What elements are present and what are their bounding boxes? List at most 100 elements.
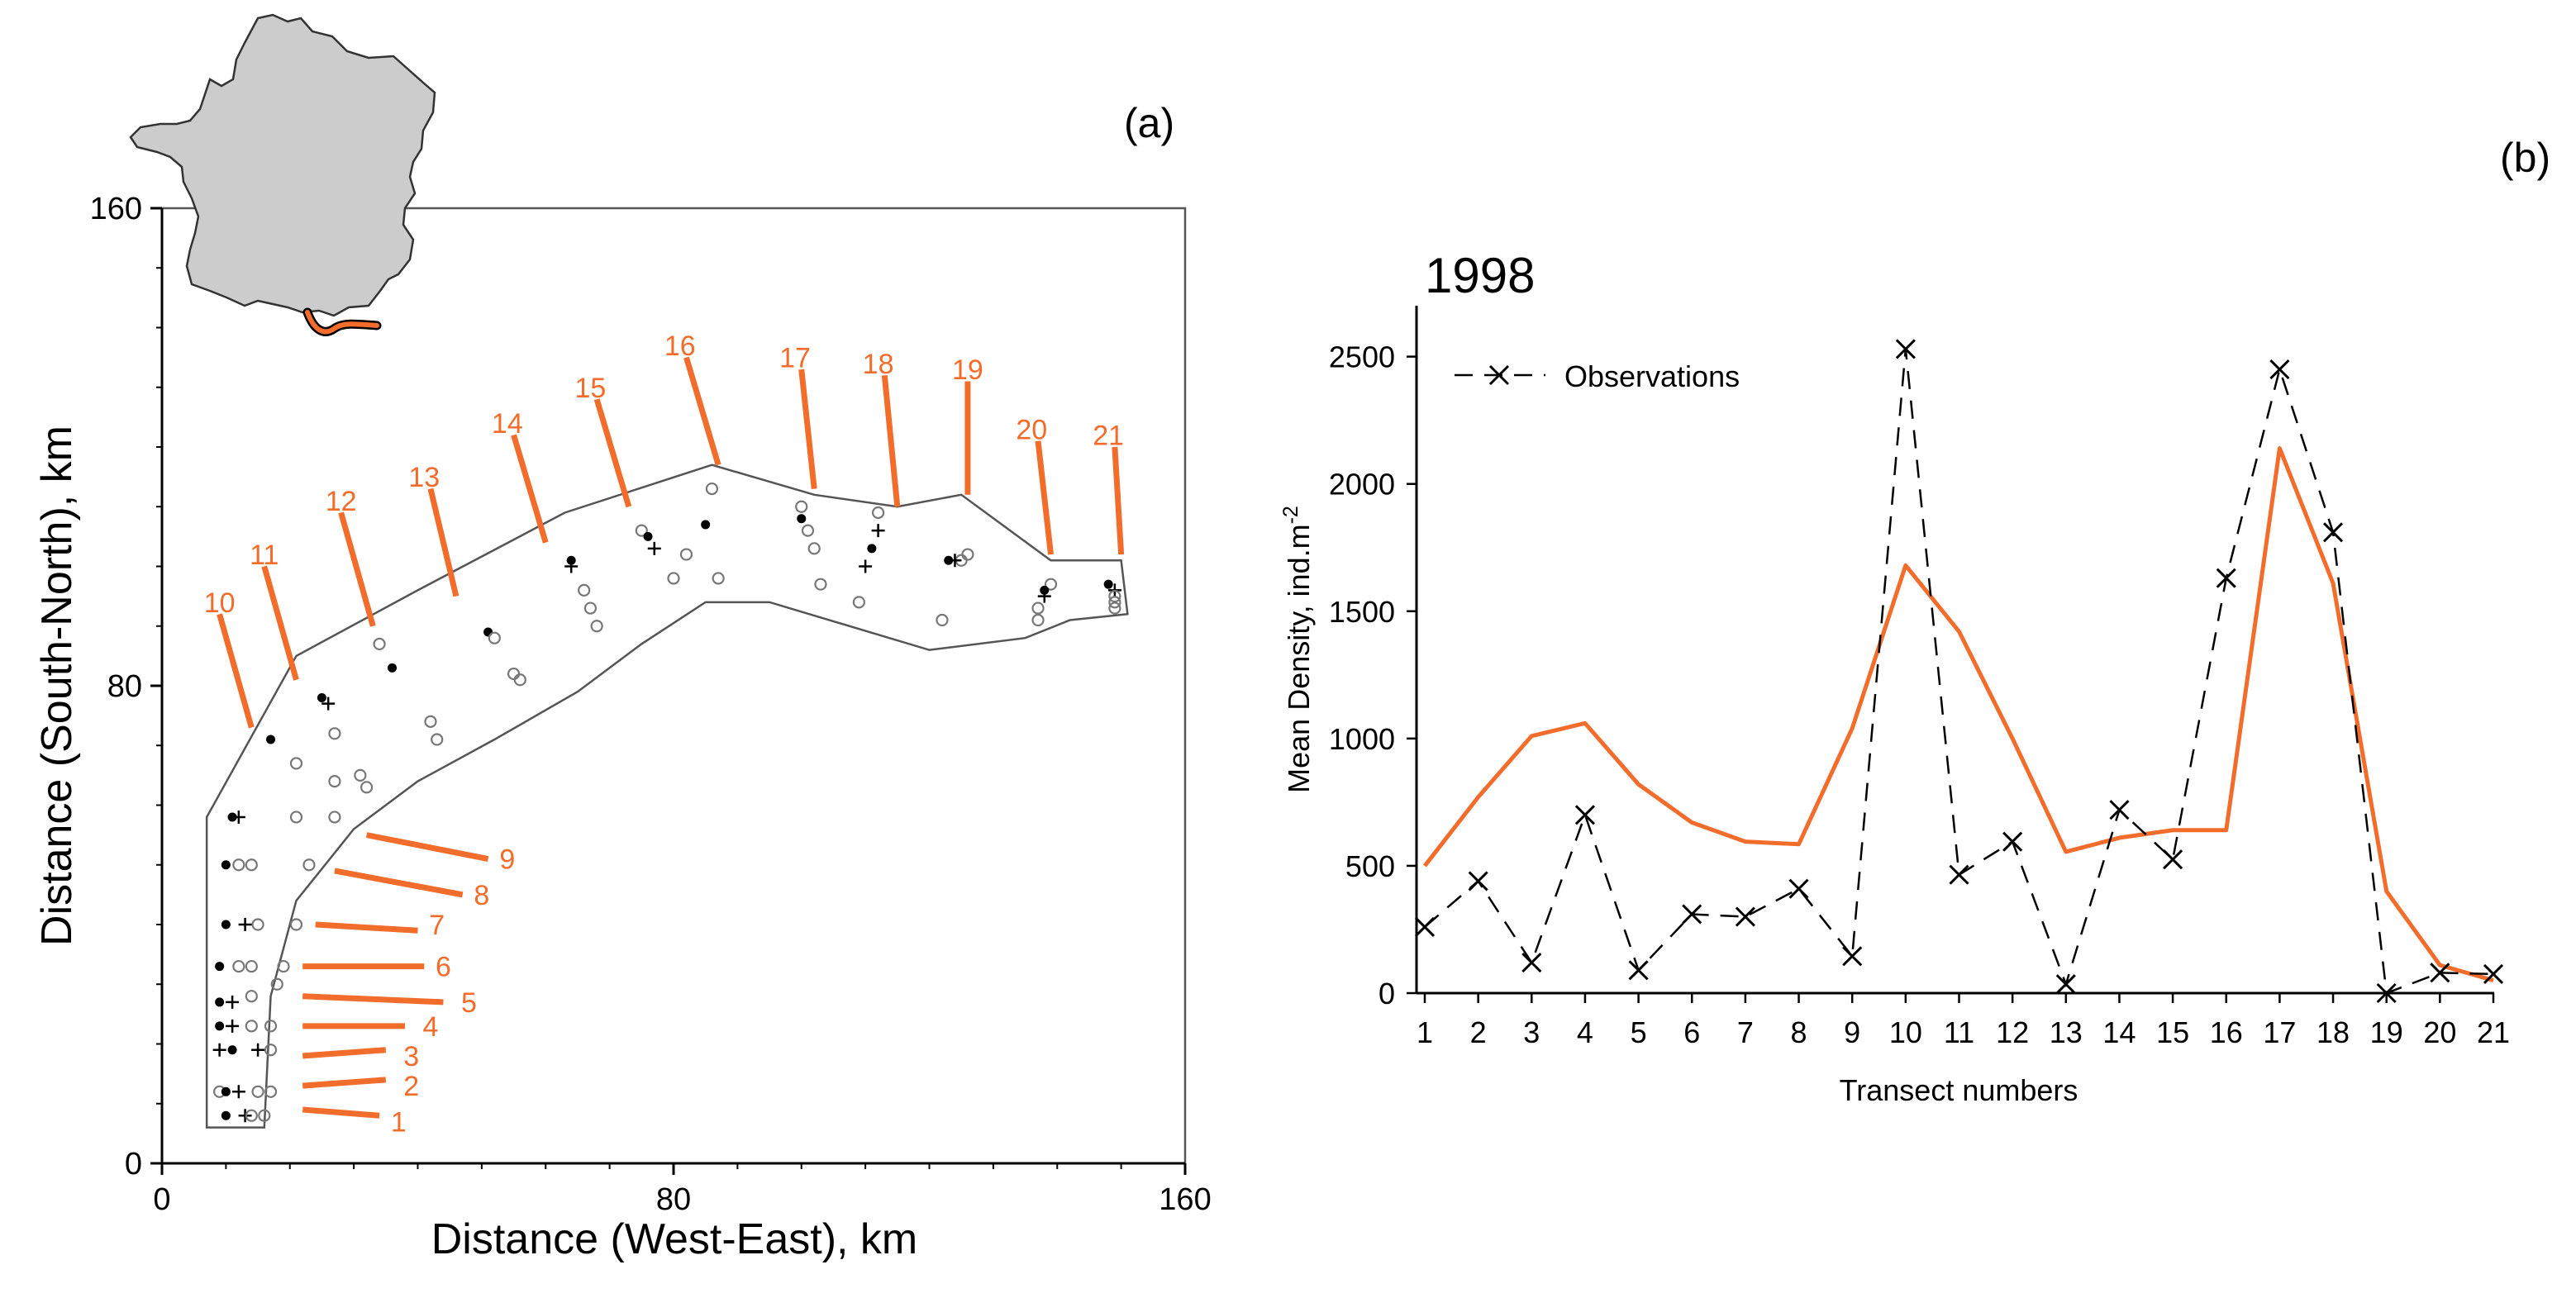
- station-circle: [807, 542, 821, 555]
- map-y-tick-label: 160: [90, 192, 142, 226]
- transect-label-19: 19: [952, 354, 983, 386]
- observation-markers: [1414, 339, 2504, 1004]
- study-coast-highlight: [305, 310, 379, 335]
- observation-point: [1895, 339, 1916, 359]
- station-circle: [264, 1044, 278, 1057]
- station-circle: [712, 572, 725, 585]
- chart-x-tick-label: 13: [2050, 1015, 2083, 1049]
- station-circle: [852, 596, 865, 609]
- observation-point: [2055, 974, 2076, 995]
- transect-11: [261, 565, 299, 681]
- transect-18: [881, 374, 901, 507]
- transect-10: [217, 613, 255, 729]
- station-circle: [264, 1020, 278, 1033]
- transect-label-12: 12: [326, 486, 357, 517]
- station-circle: [488, 631, 501, 644]
- transect-label-8: 8: [474, 880, 489, 911]
- station-dot: [266, 735, 276, 744]
- transect-16: [683, 356, 721, 466]
- map-y-tick-label: 0: [125, 1147, 142, 1182]
- station-dot: [221, 1110, 231, 1120]
- transect-label-20: 20: [1016, 414, 1047, 445]
- station-dot: [867, 544, 877, 554]
- observation-point: [2002, 831, 2023, 852]
- chart-x-tick-label: 16: [2210, 1015, 2243, 1049]
- observation-point: [1574, 805, 1596, 825]
- chart-x-tick-label: 14: [2102, 1015, 2136, 1049]
- station-dot: [483, 627, 493, 637]
- station-dot: [317, 692, 326, 702]
- station-circle: [801, 524, 815, 537]
- chart-y-tick-label: 2500: [1329, 340, 1395, 374]
- transect-label-5: 5: [461, 987, 477, 1019]
- station-circle: [667, 572, 680, 585]
- station-circle: [1031, 601, 1045, 615]
- station-circle: [302, 858, 316, 872]
- transect-label-21: 21: [1093, 421, 1124, 452]
- station-circle: [583, 601, 598, 615]
- station-circle: [289, 918, 303, 931]
- legend-marker-x: [1488, 364, 1510, 386]
- panel-b-chart: (b) 1998 1 2 3 4 5 6 7 8 9 10 11 12 13 14 15 16 17 18 19 20…: [1279, 135, 2550, 1107]
- observation-point: [2376, 982, 2397, 1004]
- transect-21: [1112, 446, 1125, 555]
- station-circle: [354, 768, 367, 782]
- station-circle: [431, 733, 444, 746]
- observation-point: [1521, 952, 1542, 973]
- station-plus: [647, 541, 661, 555]
- chart-x-tick-label: 19: [2370, 1015, 2403, 1049]
- chart-x-tick-label: 6: [1683, 1015, 1700, 1049]
- station-circle: [289, 811, 303, 824]
- observation-point: [1682, 904, 1702, 925]
- station-circle: [679, 548, 693, 561]
- chart-x-tick-label: 5: [1631, 1015, 1647, 1049]
- station-plus: [226, 1019, 240, 1033]
- station-circle: [289, 757, 303, 770]
- observation-point: [2269, 359, 2290, 380]
- map-ticks: 0 80 160 0 80 160: [90, 192, 1212, 1217]
- transect-8: [334, 868, 464, 898]
- station-circle: [232, 959, 245, 973]
- chart-x-tick-label: 20: [2423, 1015, 2456, 1049]
- station-circle: [328, 774, 341, 788]
- map-y-axis-label: Distance (South-North), km: [33, 426, 81, 946]
- transect-20: [1035, 440, 1054, 555]
- chart-x-tick-label: 4: [1577, 1015, 1593, 1049]
- station-plus: [212, 1043, 226, 1057]
- france-inset-map: [129, 13, 436, 336]
- panel-a-label: (a): [1124, 100, 1174, 146]
- transect-label-11: 11: [250, 540, 279, 571]
- observation-point: [1414, 916, 1436, 937]
- map-x-tick-label: 160: [1159, 1182, 1211, 1217]
- transect-12: [338, 511, 376, 627]
- station-dot: [221, 860, 231, 870]
- map-x-tick-label: 0: [153, 1182, 170, 1217]
- station-circle: [245, 1020, 258, 1033]
- station-circle: [270, 977, 283, 991]
- station-plus: [238, 1109, 252, 1123]
- observation-point: [2483, 963, 2504, 984]
- chart-ticks: 1 2 3 4 5 6 7 8 9 10 11 12 13 14 15 16 17 18 19 20 210500100…: [1329, 340, 2510, 1049]
- station-plus: [564, 559, 579, 573]
- transect-label-10: 10: [204, 587, 236, 619]
- station-circle: [245, 858, 258, 872]
- observation-point: [2430, 963, 2450, 983]
- transect-9: [365, 832, 489, 862]
- station-circle: [814, 578, 827, 591]
- station-dot: [643, 531, 653, 541]
- map-x-tick-label: 80: [656, 1182, 691, 1217]
- station-circle: [245, 959, 258, 973]
- chart-x-tick-label: 21: [2477, 1015, 2510, 1049]
- station-circle: [1044, 578, 1058, 591]
- station-circle: [360, 781, 374, 794]
- station-dot: [944, 555, 954, 565]
- station-dot: [221, 920, 231, 930]
- station-plus: [871, 524, 885, 538]
- station-circle: [251, 1085, 264, 1098]
- transect-label-2: 2: [403, 1071, 419, 1102]
- observation-point: [1468, 871, 1488, 891]
- observation-point: [1735, 906, 1755, 927]
- station-plus: [251, 1043, 265, 1057]
- station-circle: [328, 811, 341, 824]
- chart-x-tick-label: 3: [1523, 1015, 1540, 1049]
